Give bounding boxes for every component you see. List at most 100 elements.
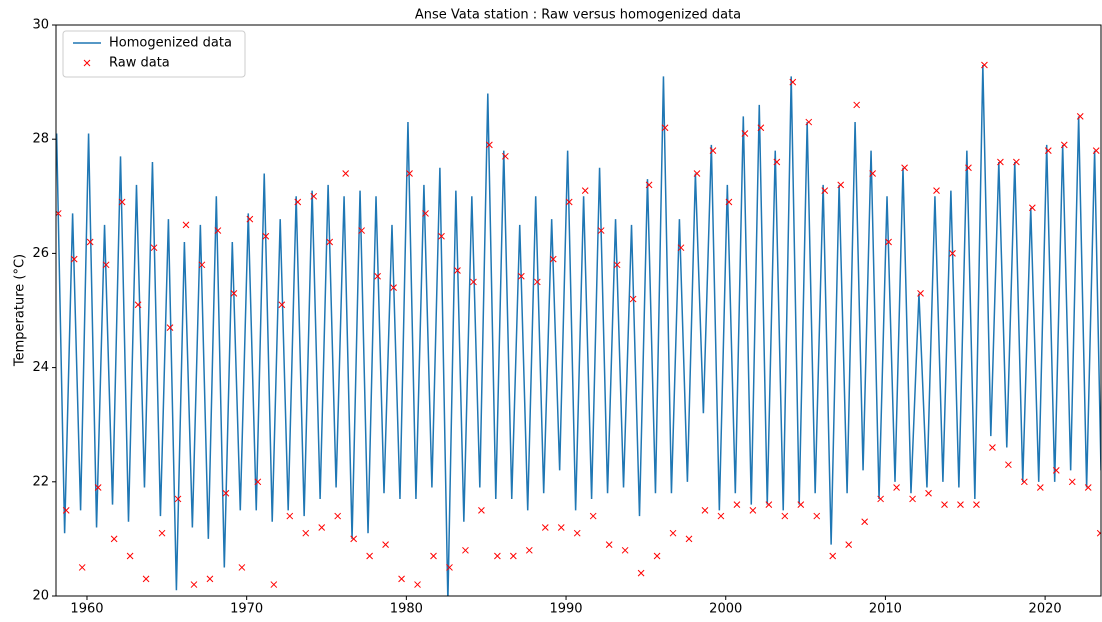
raw-marker: [693, 170, 701, 177]
raw-marker: [917, 290, 924, 297]
raw-marker: [957, 501, 964, 508]
raw-marker: [717, 512, 725, 520]
raw-marker: [190, 581, 198, 588]
raw-marker: [869, 170, 876, 177]
raw-marker: [901, 164, 908, 172]
raw-marker: [893, 484, 900, 491]
raw-marker: [645, 181, 653, 189]
y-tick-label: 28: [32, 132, 49, 147]
raw-marker: [302, 529, 310, 537]
raw-marker: [933, 187, 940, 194]
raw-marker: [677, 244, 685, 252]
raw-marker: [126, 552, 134, 560]
legend-marker: [83, 59, 91, 67]
raw-marker: [254, 478, 262, 486]
raw-marker: [142, 575, 150, 583]
raw-marker: [222, 489, 230, 497]
y-tick-label: 26: [32, 246, 49, 261]
raw-marker: [70, 255, 78, 263]
raw-marker: [821, 187, 829, 194]
line: [56, 64, 1101, 596]
raw-marker: [310, 192, 318, 200]
raw-marker: [517, 272, 525, 280]
raw-marker: [382, 541, 389, 548]
raw-marker: [573, 529, 581, 537]
raw-marker: [973, 501, 980, 508]
raw-marker: [238, 564, 246, 571]
raw-marker: [78, 564, 86, 571]
raw-marker: [565, 198, 573, 206]
raw-marker: [182, 221, 190, 229]
raw-marker: [462, 546, 469, 554]
raw-marker: [765, 501, 773, 508]
raw-marker: [589, 512, 597, 520]
raw-marker: [318, 524, 326, 531]
raw-marker: [86, 238, 94, 246]
raw-marker: [1005, 461, 1012, 469]
raw-marker: [965, 164, 972, 172]
raw-marker: [502, 152, 509, 160]
raw-marker: [1036, 484, 1044, 491]
raw-marker: [549, 255, 557, 263]
raw-marker: [613, 261, 621, 269]
raw-marker: [110, 535, 118, 543]
raw-marker: [845, 541, 853, 548]
chart-title: Anse Vata station : Raw versus homogeniz…: [415, 8, 741, 23]
raw-marker: [829, 552, 837, 560]
raw-marker: [509, 552, 517, 560]
raw-marker: [494, 552, 501, 560]
x-tick-label: 1960: [70, 602, 103, 617]
raw-marker: [214, 227, 222, 234]
raw-marker: [1096, 529, 1101, 537]
raw-marker: [422, 210, 429, 217]
raw-marker: [230, 290, 238, 297]
raw-marker: [741, 130, 749, 137]
axes-frame: [55, 24, 1102, 597]
raw-marker: [478, 506, 485, 514]
raw-marker: [541, 524, 549, 531]
raw-marker: [1013, 158, 1020, 166]
raw-marker: [781, 512, 789, 520]
raw-marker: [1020, 478, 1028, 486]
raw-marker: [877, 495, 884, 503]
raw-marker: [989, 444, 996, 451]
x-tick-label: 2010: [869, 602, 902, 617]
raw-marker: [278, 301, 286, 309]
raw-marker: [342, 170, 350, 177]
x-tick-label: 2000: [709, 602, 742, 617]
raw-marker: [350, 535, 358, 543]
raw-marker: [174, 495, 182, 503]
raw-marker: [797, 501, 805, 508]
raw-marker: [262, 232, 270, 240]
raw-marker: [134, 301, 142, 309]
raw-marker: [837, 181, 845, 189]
raw-marker: [158, 529, 166, 537]
raw-marker: [853, 101, 861, 109]
raw-marker: [1060, 141, 1068, 149]
raw-marker: [757, 124, 765, 132]
raw-marker: [653, 552, 661, 560]
y-tick-label: 30: [32, 18, 49, 33]
raw-marker: [1068, 478, 1076, 486]
raw-marker: [813, 512, 821, 520]
y-tick-label: 20: [32, 589, 49, 604]
x-tick-label: 1980: [390, 602, 423, 617]
raw-marker: [454, 267, 461, 274]
legend-label: Raw data: [109, 56, 170, 71]
raw-marker: [366, 552, 373, 560]
x-tick-label: 2020: [1029, 602, 1062, 617]
raw-marker: [629, 295, 637, 303]
raw-marker: [118, 198, 126, 206]
raw-marker: [414, 581, 421, 588]
legend-label: Homogenized data: [109, 36, 232, 51]
raw-marker: [102, 261, 110, 269]
raw-marker: [206, 575, 214, 583]
raw-marker: [198, 261, 206, 269]
raw-marker: [685, 535, 693, 543]
raw-marker: [725, 198, 733, 206]
raw-marker: [789, 78, 797, 86]
raw-marker: [909, 495, 916, 503]
raw-marker: [438, 232, 445, 240]
raw-marker: [1028, 204, 1036, 212]
